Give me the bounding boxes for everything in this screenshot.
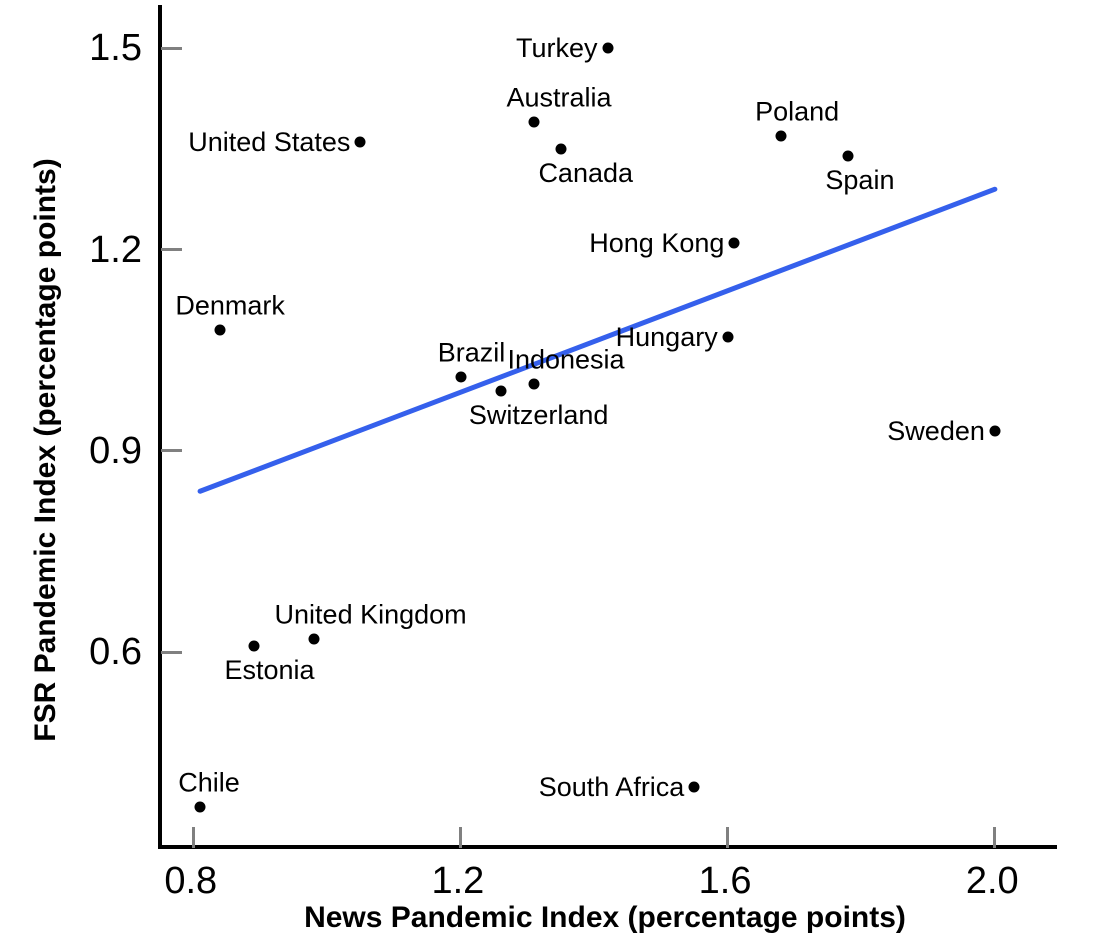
x-tick-label: 1.6 <box>698 860 752 902</box>
point-label: Canada <box>538 157 634 188</box>
point-label: United Kingdom <box>274 599 467 630</box>
data-point <box>214 324 226 336</box>
data-point <box>354 136 366 148</box>
point-label: Switzerland <box>468 399 609 430</box>
point-label: Sweden <box>887 415 985 446</box>
data-point <box>688 781 700 793</box>
point-label: Estonia <box>224 654 315 685</box>
y-tick <box>161 650 182 654</box>
point-label: Chile <box>178 767 240 798</box>
data-point <box>722 331 734 343</box>
y-axis-line <box>158 5 162 849</box>
x-tick <box>726 827 730 848</box>
x-tick-label: 2.0 <box>965 860 1019 902</box>
y-tick-label: 0.9 <box>89 429 142 472</box>
x-tick-label: 1.2 <box>431 860 485 902</box>
y-axis-title: FSR Pandemic Index (percentage points) <box>29 158 62 742</box>
point-label: United States <box>188 127 351 158</box>
point-label: South Africa <box>538 771 685 802</box>
y-tick-label: 1.2 <box>89 228 142 271</box>
data-point <box>842 150 854 162</box>
y-tick <box>161 449 182 453</box>
y-tick <box>161 46 182 50</box>
x-axis-title: News Pandemic Index (percentage points) <box>304 901 906 934</box>
data-point <box>555 143 567 155</box>
data-point <box>528 116 540 128</box>
data-point <box>989 425 1001 437</box>
point-label: Hong Kong <box>589 227 725 258</box>
data-point <box>602 42 613 54</box>
data-point <box>775 130 787 142</box>
data-point <box>308 633 320 645</box>
y-tick <box>161 248 182 252</box>
point-label: Denmark <box>175 290 285 321</box>
data-point <box>455 371 467 383</box>
data-point <box>728 237 740 249</box>
x-axis-line <box>158 845 1057 849</box>
data-point <box>248 640 259 652</box>
point-label: Brazil <box>437 337 506 368</box>
data-point <box>194 801 206 813</box>
data-point <box>495 385 507 397</box>
x-tick <box>191 827 195 848</box>
x-tick <box>993 827 997 848</box>
y-tick-label: 1.5 <box>89 27 142 70</box>
point-label: Spain <box>825 164 895 195</box>
x-tick <box>459 827 463 848</box>
point-label: Hungary <box>615 321 718 352</box>
point-label: Australia <box>506 82 612 113</box>
y-tick-label: 0.6 <box>89 631 142 674</box>
point-label: Poland <box>755 96 840 127</box>
point-label: Turkey <box>515 33 598 64</box>
x-tick-label: 0.8 <box>164 860 218 902</box>
data-point <box>528 378 540 390</box>
point-label: Indonesia <box>507 344 625 375</box>
